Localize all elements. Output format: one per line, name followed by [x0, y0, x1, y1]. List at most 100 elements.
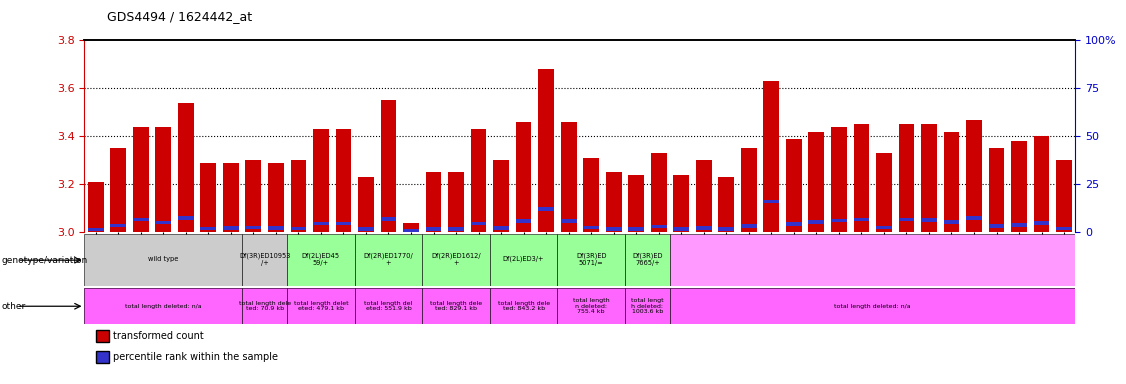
Text: Df(2L)ED3/+: Df(2L)ED3/+ — [503, 256, 544, 262]
Bar — [673, 227, 689, 231]
Bar — [490, 234, 557, 286]
Text: total length dele
ted: 843.2 kb: total length dele ted: 843.2 kb — [498, 301, 549, 311]
Bar — [268, 227, 284, 230]
Text: total length deleted: n/a: total length deleted: n/a — [125, 304, 202, 309]
Bar — [628, 227, 644, 231]
Bar — [670, 234, 1075, 286]
Bar — [336, 222, 351, 225]
Bar — [583, 226, 599, 229]
Bar — [670, 288, 1075, 324]
Bar — [1034, 136, 1049, 232]
Bar — [88, 228, 104, 232]
Bar — [561, 122, 577, 232]
Text: total length
n deleted:
755.4 kb: total length n deleted: 755.4 kb — [573, 298, 609, 314]
Bar — [538, 207, 554, 210]
Bar — [422, 234, 490, 286]
Bar — [786, 139, 802, 232]
Text: Df(2L)ED45
59/+: Df(2L)ED45 59/+ — [302, 252, 340, 266]
Text: genotype/variation: genotype/variation — [1, 256, 88, 265]
Bar — [448, 227, 464, 231]
Bar — [899, 217, 914, 221]
Bar — [718, 227, 734, 231]
Bar — [178, 103, 194, 232]
Bar — [155, 221, 171, 224]
Bar — [268, 163, 284, 232]
Bar — [223, 163, 239, 232]
Bar — [381, 100, 396, 232]
Bar — [989, 225, 1004, 228]
Bar — [291, 161, 306, 232]
Bar — [493, 161, 509, 232]
Bar — [245, 161, 261, 232]
Bar — [876, 225, 892, 229]
Text: total length dele
ted: 829.1 kb: total length dele ted: 829.1 kb — [430, 301, 482, 311]
Bar — [516, 219, 531, 223]
Bar — [606, 172, 622, 232]
Text: transformed count: transformed count — [113, 331, 204, 341]
Bar — [88, 182, 104, 232]
Bar — [854, 124, 869, 232]
Bar — [606, 227, 622, 231]
Bar — [625, 288, 670, 324]
Bar — [133, 218, 149, 221]
Bar — [358, 177, 374, 232]
Bar — [242, 234, 287, 286]
Bar — [84, 288, 242, 324]
Bar — [1011, 223, 1027, 227]
Bar — [471, 129, 486, 232]
Bar — [155, 127, 171, 232]
Bar — [876, 153, 892, 232]
Bar — [989, 148, 1004, 232]
Text: Df(3R)ED
5071/=: Df(3R)ED 5071/= — [575, 252, 607, 266]
Bar — [313, 129, 329, 232]
Bar — [493, 226, 509, 230]
Bar — [966, 216, 982, 220]
Bar — [966, 119, 982, 232]
Bar — [84, 234, 242, 286]
Bar — [741, 148, 757, 232]
Text: wild type: wild type — [149, 256, 178, 262]
Bar — [448, 172, 464, 232]
Bar — [831, 127, 847, 232]
Text: total lengt
h deleted:
1003.6 kb: total lengt h deleted: 1003.6 kb — [632, 298, 663, 314]
Bar — [1056, 227, 1072, 230]
Bar — [854, 217, 869, 221]
Bar — [561, 219, 577, 223]
Bar — [673, 175, 689, 232]
Text: total length del
eted: 551.9 kb: total length del eted: 551.9 kb — [365, 301, 412, 311]
Text: total length delet
eted: 479.1 kb: total length delet eted: 479.1 kb — [294, 301, 348, 311]
Text: Df(2R)ED1612/
+: Df(2R)ED1612/ + — [431, 252, 481, 266]
Bar — [291, 227, 306, 230]
Bar — [944, 220, 959, 223]
Bar — [223, 227, 239, 230]
Bar — [651, 225, 667, 228]
Bar — [355, 288, 422, 324]
Bar — [313, 222, 329, 225]
Bar — [287, 288, 355, 324]
Bar — [200, 163, 216, 232]
Bar — [583, 158, 599, 232]
Bar — [696, 226, 712, 230]
Bar — [557, 234, 625, 286]
Bar — [200, 227, 216, 230]
Text: other: other — [1, 302, 26, 311]
Bar — [921, 218, 937, 222]
Bar — [899, 124, 914, 232]
Bar — [133, 127, 149, 232]
Bar — [696, 161, 712, 232]
Bar — [718, 177, 734, 232]
Bar — [1034, 222, 1049, 225]
Bar — [831, 218, 847, 222]
Text: Df(3R)ED
7665/+: Df(3R)ED 7665/+ — [632, 252, 663, 266]
Bar — [336, 129, 351, 232]
Bar — [422, 288, 490, 324]
Bar — [358, 227, 374, 231]
Bar — [381, 217, 396, 221]
Bar — [557, 288, 625, 324]
Bar — [741, 225, 757, 228]
Bar — [490, 288, 557, 324]
Text: Df(3R)ED10953
/+: Df(3R)ED10953 /+ — [239, 252, 291, 266]
Bar — [763, 81, 779, 232]
Bar — [538, 69, 554, 232]
Bar — [426, 227, 441, 231]
